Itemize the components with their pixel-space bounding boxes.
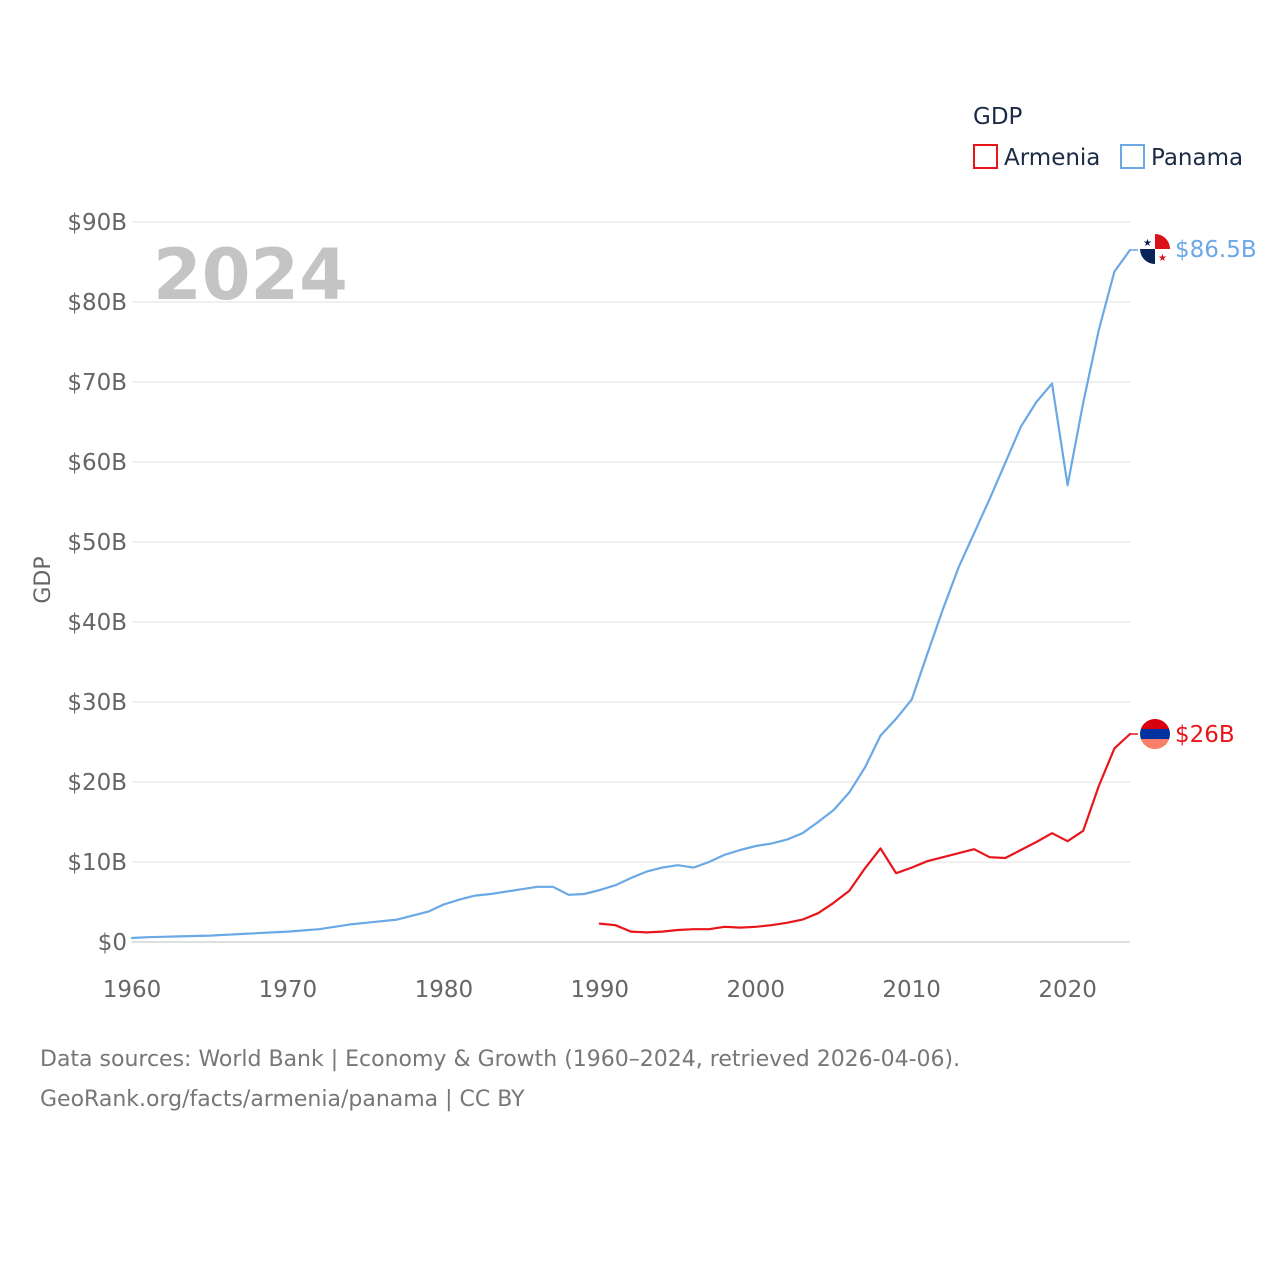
y-tick-label: $60B: [67, 450, 127, 476]
x-tick-label: 2000: [726, 977, 785, 1003]
year-watermark: 2024: [153, 234, 348, 316]
legend-item-armenia[interactable]: Armenia: [973, 144, 1100, 171]
data-source-footer: Data sources: World Bank | Economy & Gro…: [40, 1040, 960, 1120]
legend: GDP Armenia Panama: [973, 104, 1243, 171]
x-tick-label: 2010: [882, 977, 941, 1003]
gridlines: [132, 221, 1130, 943]
source-line: Data sources: World Bank | Economy & Gro…: [40, 1047, 961, 1072]
armenia-flag-icon: [1140, 719, 1170, 749]
y-tick-label: $10B: [67, 850, 127, 876]
legend-title: GDP: [973, 104, 1023, 130]
y-tick-label: $0: [98, 930, 127, 956]
x-tick-label: 1960: [103, 977, 162, 1003]
y-tick-label: $40B: [67, 610, 127, 636]
legend-label-armenia: Armenia: [1004, 145, 1100, 171]
armenia-end-label: $26B: [1175, 722, 1235, 748]
y-tick-label: $20B: [67, 770, 127, 796]
svg-text:★: ★: [1143, 238, 1152, 249]
x-tick-label: 1990: [571, 977, 630, 1003]
legend-label-panama: Panama: [1151, 145, 1243, 171]
svg-text:★: ★: [1158, 253, 1167, 264]
axes: $0 $10B $20B $30B $40B $50B $60B $70B $80B $90B 19…: [67, 210, 1097, 1003]
y-tick-label: $50B: [67, 530, 127, 556]
series-line-armenia[interactable]: [598, 732, 1132, 934]
series-line-panama[interactable]: [130, 248, 1132, 940]
series: [130, 248, 1138, 940]
y-tick-label: $30B: [67, 690, 127, 716]
y-tick-label: $80B: [67, 290, 127, 316]
x-tick-label: 1970: [259, 977, 318, 1003]
x-tick-label: 2020: [1038, 977, 1097, 1003]
y-axis-label: GDP: [31, 556, 56, 603]
attribution-line[interactable]: GeoRank.org/facts/armenia/panama | CC BY: [40, 1087, 525, 1112]
legend-item-panama[interactable]: Panama: [1120, 144, 1243, 171]
x-tick-label: 1980: [415, 977, 474, 1003]
panama-end-label: $86.5B: [1175, 237, 1257, 263]
y-tick-label: $90B: [67, 210, 127, 236]
panama-flag-icon: ★ ★: [1140, 234, 1170, 264]
legend-swatch-armenia: [973, 144, 998, 169]
y-tick-label: $70B: [67, 370, 127, 396]
legend-swatch-panama: [1120, 144, 1145, 169]
